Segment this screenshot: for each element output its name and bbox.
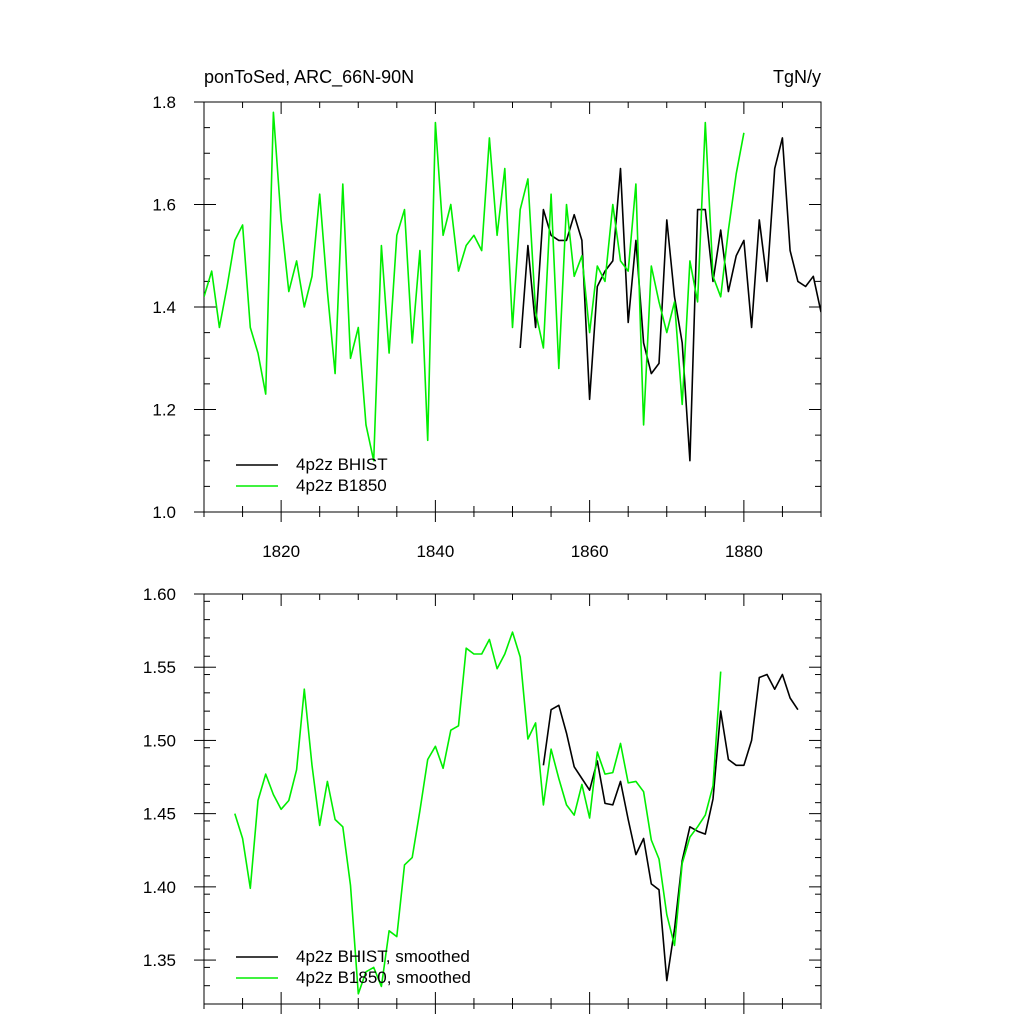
y-tick-label: 1.4: [152, 298, 176, 317]
y-tick-label: 1.55: [143, 658, 176, 677]
x-tick-label: 1820: [262, 542, 300, 561]
y-tick-label: 1.35: [143, 951, 176, 970]
legend-label: 4p2z B1850, smoothed: [296, 968, 471, 987]
y-tick-label: 1.45: [143, 805, 176, 824]
series-line-4p2z-b1850: [204, 111, 745, 462]
x-tick-label: 1880: [725, 542, 763, 561]
y-tick-label: 1.0: [152, 503, 176, 522]
chart-title: ponToSed, ARC_66N-90N: [204, 67, 414, 88]
y-tick-label: 1.8: [152, 93, 176, 112]
series-line-4p2z-bhist-smoothed: [542, 673, 799, 982]
legend-label: 4p2z BHIST: [296, 455, 388, 474]
y-tick-label: 1.50: [143, 731, 176, 750]
y-tick-label: 1.2: [152, 401, 176, 420]
y-tick-label: 1.40: [143, 878, 176, 897]
chart-units: TgN/y: [773, 67, 821, 87]
legend-label: 4p2z BHIST, smoothed: [296, 947, 470, 966]
x-tick-label: 1860: [571, 542, 609, 561]
y-tick-label: 1.6: [152, 196, 176, 215]
series-group: [234, 631, 799, 995]
plot-frame: [203, 593, 822, 1005]
series-group: [204, 111, 821, 462]
series-line-4p2z-b1850-smoothed: [234, 631, 722, 995]
series-line-4p2z-bhist: [519, 137, 821, 462]
bottom-panel: 1.35 1.40 1.45 1.50 1.55 1.60 4p2z BHIST, smoo…: [143, 585, 822, 1014]
legend-label: 4p2z B1850: [296, 476, 387, 495]
x-tick-label: 1840: [416, 542, 454, 561]
top-panel: 1820 1840 1860 1880 1.0 1.2 1.4 1.6 1.8 4p2z BHIS…: [152, 93, 822, 561]
plot-frame: [203, 101, 822, 513]
y-tick-label: 1.60: [143, 585, 176, 604]
